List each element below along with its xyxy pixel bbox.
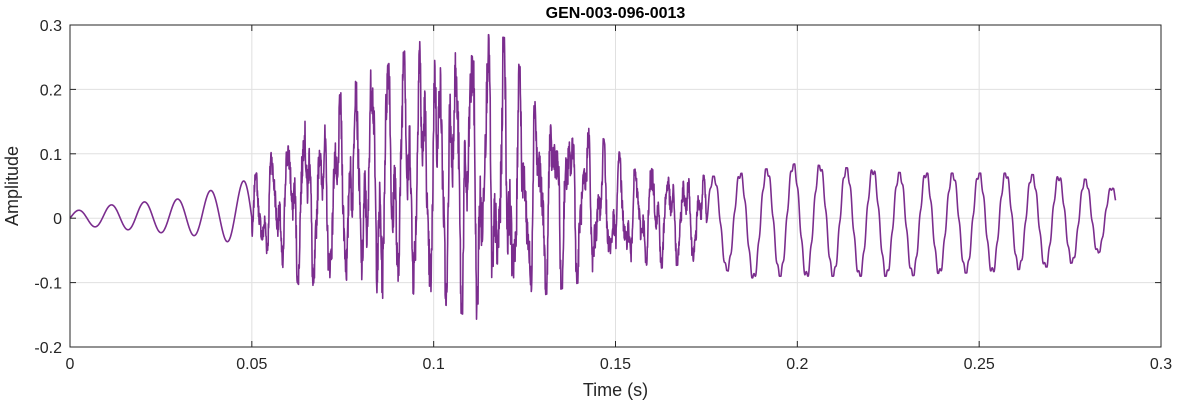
x-tick-label: 0 [66,356,75,373]
x-tick-label: 0.3 [1150,356,1172,373]
signal-line [69,33,1117,320]
y-axis-label: Amplitude [2,146,22,226]
x-tick-label: 0.15 [600,356,631,373]
y-tick-label: 0 [53,211,62,228]
x-tick-label: 0.25 [964,356,995,373]
x-tick-label: 0.05 [236,356,267,373]
x-axis-label: Time (s) [583,380,648,400]
y-tick-label: 0.3 [40,18,62,35]
y-tick-label: -0.1 [34,276,62,293]
y-tick-label: 0.2 [40,82,62,99]
axis-ticks: 0 0.05 0.1 0.15 0.2 0.25 0.3 -0.2 -0.1 0 0.1 0.2 0.3 [34,18,1172,373]
y-tick-label: -0.2 [34,340,62,357]
x-tick-label: 0.2 [786,356,808,373]
chart-title: GEN-003-096-0013 [546,5,686,22]
x-tick-label: 0.1 [423,356,445,373]
y-tick-label: 0.1 [40,147,62,164]
